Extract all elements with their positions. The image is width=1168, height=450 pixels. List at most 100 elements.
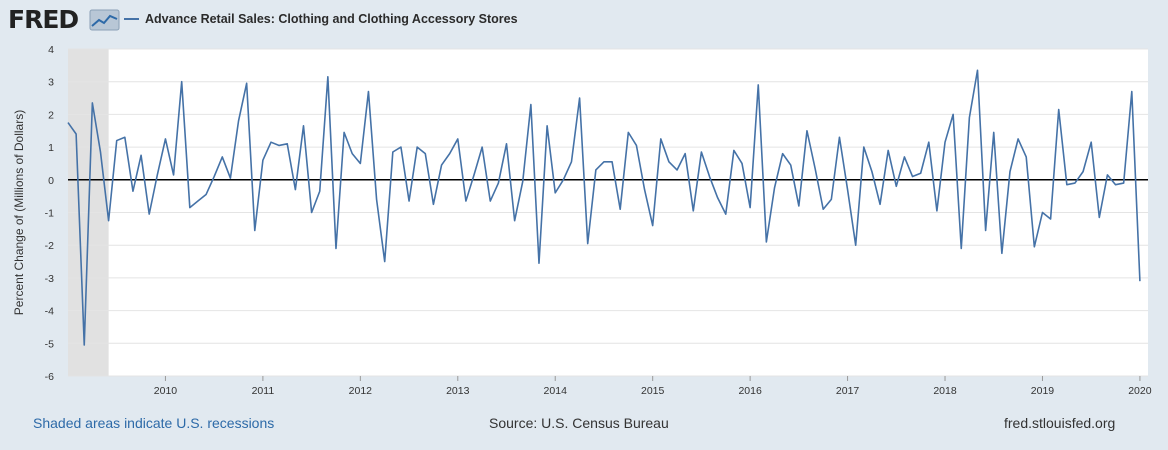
data-point[interactable] <box>245 82 249 86</box>
data-point[interactable] <box>1033 245 1037 249</box>
data-point[interactable] <box>781 152 785 156</box>
data-point[interactable] <box>253 229 257 233</box>
data-point[interactable] <box>813 167 817 171</box>
data-point[interactable] <box>667 160 671 164</box>
data-point[interactable] <box>529 103 533 107</box>
data-point[interactable] <box>521 180 525 184</box>
data-point[interactable] <box>407 199 411 203</box>
data-point[interactable] <box>821 207 825 211</box>
data-point[interactable] <box>578 96 582 100</box>
data-point[interactable] <box>886 149 890 153</box>
data-point[interactable] <box>269 140 273 144</box>
data-point[interactable] <box>505 142 509 146</box>
data-point[interactable] <box>1000 252 1004 256</box>
data-point[interactable] <box>375 198 379 202</box>
data-point[interactable] <box>310 211 314 215</box>
data-point[interactable] <box>854 243 858 247</box>
data-point[interactable] <box>805 129 809 133</box>
data-point[interactable] <box>789 163 793 167</box>
data-point[interactable] <box>1008 170 1012 174</box>
data-point[interactable] <box>82 343 86 347</box>
data-point[interactable] <box>180 80 184 84</box>
data-point[interactable] <box>277 144 281 148</box>
data-point[interactable] <box>651 224 655 228</box>
data-point[interactable] <box>115 139 119 143</box>
data-point[interactable] <box>691 209 695 213</box>
data-point[interactable] <box>229 176 233 180</box>
data-point[interactable] <box>643 188 647 192</box>
data-point[interactable] <box>537 261 541 265</box>
data-point[interactable] <box>448 152 452 156</box>
data-point[interactable] <box>878 203 882 207</box>
data-point[interactable] <box>1057 108 1061 112</box>
data-point[interactable] <box>464 199 468 203</box>
data-point[interactable] <box>894 185 898 189</box>
data-point[interactable] <box>992 131 996 135</box>
data-point[interactable] <box>562 178 566 182</box>
data-point[interactable] <box>391 150 395 154</box>
data-point[interactable] <box>196 199 200 203</box>
data-point[interactable] <box>716 196 720 200</box>
data-point[interactable] <box>99 150 103 154</box>
data-point[interactable] <box>1041 211 1045 215</box>
data-point[interactable] <box>732 149 736 153</box>
data-point[interactable] <box>212 175 216 179</box>
data-point[interactable] <box>959 247 963 251</box>
fred-logo[interactable]: FRED <box>8 5 120 34</box>
data-point[interactable] <box>472 173 476 177</box>
data-point[interactable] <box>139 153 143 157</box>
data-point[interactable] <box>903 155 907 159</box>
data-point[interactable] <box>326 75 330 79</box>
data-point[interactable] <box>838 135 842 139</box>
data-point[interactable] <box>724 212 728 216</box>
data-point[interactable] <box>618 207 622 211</box>
data-point[interactable] <box>285 142 289 146</box>
data-point[interactable] <box>1089 140 1093 144</box>
data-point[interactable] <box>350 152 354 156</box>
data-point[interactable] <box>1065 183 1069 187</box>
data-point[interactable] <box>708 175 712 179</box>
data-point[interactable] <box>943 140 947 144</box>
data-point[interactable] <box>164 137 168 141</box>
data-point[interactable] <box>131 189 135 193</box>
data-point[interactable] <box>123 135 127 139</box>
data-point[interactable] <box>318 189 322 193</box>
data-point[interactable] <box>627 131 631 135</box>
data-point[interactable] <box>294 188 298 192</box>
data-point[interactable] <box>1106 173 1110 177</box>
data-point[interactable] <box>1122 181 1126 185</box>
data-point[interactable] <box>870 170 874 174</box>
data-point[interactable] <box>156 173 160 177</box>
data-point[interactable] <box>1114 183 1118 187</box>
data-point[interactable] <box>261 158 265 162</box>
data-point[interactable] <box>935 209 939 213</box>
data-point[interactable] <box>342 131 346 135</box>
recession-note-link[interactable]: Shaded areas indicate U.S. recessions <box>33 415 275 431</box>
data-point[interactable] <box>773 186 777 190</box>
data-point[interactable] <box>586 242 590 246</box>
data-point[interactable] <box>740 162 744 166</box>
data-point[interactable] <box>919 171 923 175</box>
data-point[interactable] <box>367 90 371 94</box>
data-point[interactable] <box>147 212 151 216</box>
data-point[interactable] <box>91 101 95 105</box>
data-point[interactable] <box>440 163 444 167</box>
data-point[interactable] <box>432 203 436 207</box>
data-point[interactable] <box>107 219 111 223</box>
data-point[interactable] <box>951 113 955 117</box>
data-point[interactable] <box>1016 137 1020 141</box>
data-point[interactable] <box>383 260 387 264</box>
data-point[interactable] <box>220 155 224 159</box>
data-point[interactable] <box>846 188 850 192</box>
data-point[interactable] <box>830 198 834 202</box>
data-point[interactable] <box>602 160 606 164</box>
data-point[interactable] <box>1024 155 1028 159</box>
data-point[interactable] <box>74 132 78 136</box>
data-point[interactable] <box>594 168 598 172</box>
data-point[interactable] <box>359 162 363 166</box>
data-point[interactable] <box>513 219 517 223</box>
data-point[interactable] <box>545 124 549 128</box>
data-point[interactable] <box>756 83 760 87</box>
data-point[interactable] <box>700 150 704 154</box>
data-point[interactable] <box>797 204 801 208</box>
